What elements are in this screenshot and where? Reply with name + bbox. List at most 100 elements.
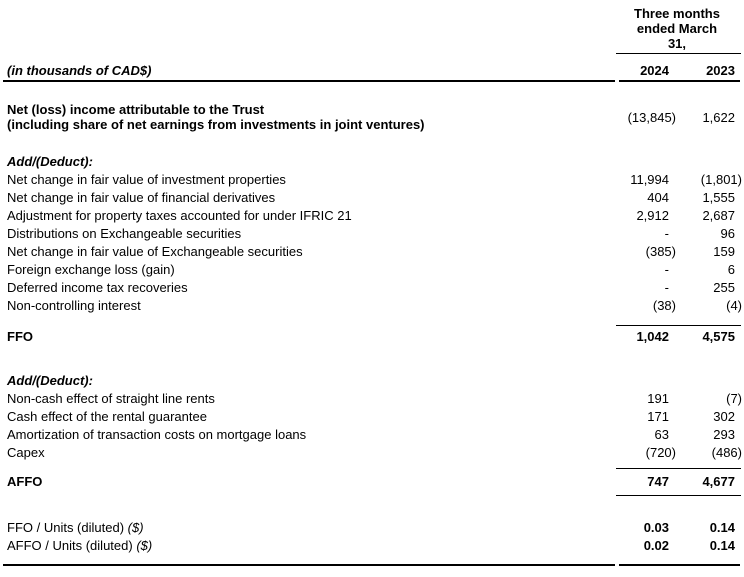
col-header-2024: 2024 bbox=[640, 63, 669, 78]
period-header: Three months ended March 31, bbox=[634, 6, 720, 51]
section-row: Add/(Deduct): bbox=[0, 153, 744, 171]
row-label: Capex bbox=[7, 445, 45, 460]
table-row: FFO / Units (diluted) ($) 0.03 0.14 bbox=[0, 519, 744, 537]
value-2024: 747 bbox=[647, 474, 669, 489]
row-label: Amortization of transaction costs on mor… bbox=[7, 427, 307, 442]
spacer bbox=[0, 496, 744, 519]
value-2024: (385) bbox=[645, 244, 676, 259]
value-2023: 0.14 bbox=[709, 520, 735, 535]
bottom-rule bbox=[3, 564, 740, 566]
spacer bbox=[0, 132, 744, 153]
section-row: Add/(Deduct): bbox=[0, 372, 744, 390]
subtotal-rule bbox=[616, 468, 741, 469]
table-row: FFO 1,042 4,575 bbox=[0, 326, 744, 348]
row-label: FFO / Units (diluted) ($) bbox=[7, 520, 144, 535]
currency-unit-suffix: ($) bbox=[127, 520, 144, 535]
subtotal-rule-row bbox=[0, 468, 744, 469]
table-row: AFFO / Units (diluted) ($) 0.02 0.14 bbox=[0, 537, 744, 555]
value-2024: - bbox=[664, 280, 669, 295]
bottom-rule-left bbox=[3, 564, 615, 566]
table-row: Cash effect of the rental guarantee 171 30… bbox=[0, 408, 744, 426]
table-row: Adjustment for property taxes accounted … bbox=[0, 207, 744, 225]
value-2023: 6 bbox=[727, 262, 735, 277]
table-header: Three months ended March 31, bbox=[0, 6, 744, 51]
table-body: Net (loss) income attributable to the Tr… bbox=[0, 102, 744, 555]
table-row: AFFO 747 4,677 bbox=[0, 469, 744, 495]
table-row: Net change in fair value of financial de… bbox=[0, 189, 744, 207]
value-2024: - bbox=[664, 226, 669, 241]
row-label: Non-controlling interest bbox=[7, 298, 141, 313]
value-2023: 302 bbox=[713, 409, 735, 424]
row-label: AFFO bbox=[7, 474, 43, 489]
unit-label: (in thousands of CAD$) bbox=[7, 63, 152, 78]
subtotal-rule-row bbox=[0, 495, 744, 496]
table-row: Distributions on Exchangeable securities… bbox=[0, 225, 744, 243]
value-2023: 255 bbox=[713, 280, 735, 295]
value-2024: 1,042 bbox=[636, 329, 669, 344]
row-label: Net change in fair value of Exchangeable… bbox=[7, 244, 303, 259]
subtotal-rule bbox=[616, 325, 741, 326]
row-label: Deferred income tax recoveries bbox=[7, 280, 188, 295]
table-row: Deferred income tax recoveries - 255 bbox=[0, 279, 744, 297]
subtotal-rule-row bbox=[0, 325, 744, 326]
value-2023: (1,801) bbox=[700, 172, 742, 187]
row-label: AFFO / Units (diluted) ($) bbox=[7, 538, 153, 553]
value-2023: (7) bbox=[726, 391, 742, 406]
table-row: Non-controlling interest (38) (4) bbox=[0, 297, 744, 315]
table-row: Capex (720) (486) bbox=[0, 444, 744, 462]
value-2024: 191 bbox=[647, 391, 669, 406]
value-2024: (38) bbox=[652, 298, 676, 313]
row-label: Net (loss) income attributable to the Tr… bbox=[7, 102, 425, 132]
value-2024: 171 bbox=[647, 409, 669, 424]
value-2023: (4) bbox=[726, 298, 742, 313]
currency-unit-suffix: ($) bbox=[136, 538, 153, 553]
table-row: Non-cash effect of straight line rents 19… bbox=[0, 390, 744, 408]
bottom-rule-right bbox=[619, 564, 740, 566]
value-2023: 4,575 bbox=[702, 329, 735, 344]
value-2023: (486) bbox=[711, 445, 742, 460]
value-2023: 96 bbox=[720, 226, 735, 241]
header-rule-right bbox=[619, 80, 740, 82]
value-2024: 0.03 bbox=[643, 520, 669, 535]
table-row: Amortization of transaction costs on mor… bbox=[0, 426, 744, 444]
value-2024: 11,994 bbox=[630, 172, 669, 187]
header-rule bbox=[3, 80, 740, 82]
row-label: FFO bbox=[7, 329, 33, 344]
table-row: Foreign exchange loss (gain) - 6 bbox=[0, 261, 744, 279]
row-label: Foreign exchange loss (gain) bbox=[7, 262, 175, 277]
spacer bbox=[0, 315, 744, 325]
spacer bbox=[0, 348, 744, 372]
value-2023: 1,555 bbox=[702, 190, 735, 205]
row-label: Adjustment for property taxes accounted … bbox=[7, 208, 352, 223]
value-2023: 1,622 bbox=[702, 109, 735, 125]
col-header-2023: 2023 bbox=[706, 63, 735, 78]
row-label: Net change in fair value of investment p… bbox=[7, 172, 286, 187]
column-header-row: (in thousands of CAD$) 2024 2023 bbox=[0, 54, 744, 80]
header-spacer-cell bbox=[0, 6, 616, 51]
value-2023: 0.14 bbox=[709, 538, 735, 553]
table-row: Net change in fair value of Exchangeable… bbox=[0, 243, 744, 261]
section-label: Add/(Deduct): bbox=[7, 373, 93, 388]
header-rule-left bbox=[3, 80, 615, 82]
section-label: Add/(Deduct): bbox=[7, 154, 93, 169]
row-label: Cash effect of the rental guarantee bbox=[7, 409, 207, 424]
row-label: Distributions on Exchangeable securities bbox=[7, 226, 242, 241]
value-2023: 4,677 bbox=[702, 474, 735, 489]
value-2023: 2,687 bbox=[702, 208, 735, 223]
row-label: Non-cash effect of straight line rents bbox=[7, 391, 215, 406]
value-2024: 0.02 bbox=[643, 538, 669, 553]
value-2023: 159 bbox=[713, 244, 735, 259]
table-row: Net change in fair value of investment p… bbox=[0, 171, 744, 189]
value-2023: 293 bbox=[713, 427, 735, 442]
value-2024: 2,912 bbox=[636, 208, 669, 223]
value-2024: - bbox=[664, 262, 669, 277]
subtotal-rule bbox=[616, 495, 741, 496]
row-label: Net change in fair value of financial de… bbox=[7, 190, 276, 205]
value-2024: 63 bbox=[654, 427, 669, 442]
value-2024: 404 bbox=[647, 190, 669, 205]
value-2024: (720) bbox=[645, 445, 676, 460]
value-2024: (13,845) bbox=[627, 109, 676, 125]
table-row: Net (loss) income attributable to the Tr… bbox=[0, 102, 744, 132]
period-underline bbox=[616, 53, 741, 54]
